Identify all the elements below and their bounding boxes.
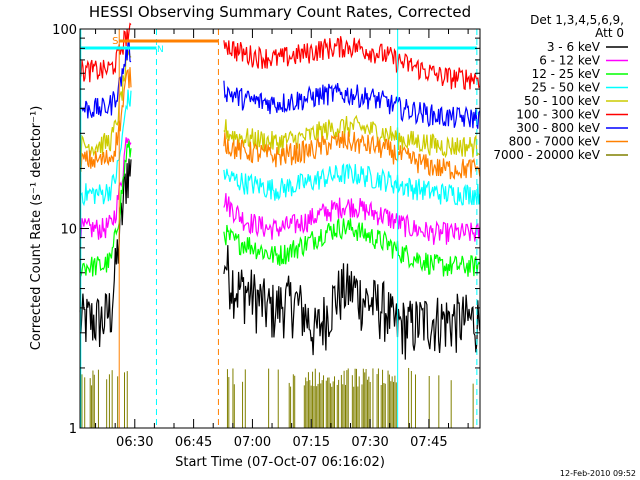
series-line <box>79 89 132 207</box>
legend-label: 3 - 6 keV <box>547 40 601 54</box>
plot-area: S N 1 10 100 06:30 06:45 07:00 07:15 07:30 07:45 <box>52 22 481 450</box>
series-line <box>223 193 481 245</box>
legend-header: Det 1,3,4,5,6,9, <box>530 13 624 27</box>
legend-label: 7000 - 20000 keV <box>493 148 600 162</box>
legend-label: 100 - 300 keV <box>516 108 600 122</box>
x-axis-label: Start Time (07-Oct-07 06:16:02) <box>175 455 385 470</box>
series-12-25-kev <box>79 140 481 277</box>
marker-label-n: N <box>157 45 164 55</box>
series-300-800-kev <box>79 40 481 129</box>
y-tick-label: 100 <box>52 23 77 38</box>
series-line <box>79 158 132 348</box>
x-tick-label: 07:30 <box>351 435 388 450</box>
y-axis-label: Corrected Count Rate (s⁻¹ detector⁻¹) <box>29 106 44 351</box>
series-line <box>79 22 132 83</box>
series-line <box>223 80 481 129</box>
series-100-300-kev <box>79 22 481 91</box>
series-25-50-kev <box>79 89 481 207</box>
marker-label-s: S <box>112 36 118 47</box>
legend-label: 50 - 100 keV <box>524 94 601 108</box>
x-tick-label: 06:45 <box>175 435 212 450</box>
series-line <box>223 36 481 91</box>
series-line <box>223 130 481 180</box>
legend-label: 25 - 50 keV <box>532 81 601 95</box>
chart-title: HESSI Observing Summary Count Rates, Cor… <box>89 3 471 21</box>
y-tick-label: 1 <box>69 422 77 437</box>
series-50-100-kev <box>79 49 480 159</box>
series-line <box>79 140 132 277</box>
series-7000-20000-kev <box>81 367 474 428</box>
y-tick-label: 10 <box>60 223 77 238</box>
legend-header: Att 0 <box>595 26 624 40</box>
series-line <box>79 67 132 172</box>
legend-label: 12 - 25 keV <box>532 67 601 81</box>
series-line <box>223 245 481 360</box>
footer-date: 12-Feb-2010 09:52 <box>560 469 636 478</box>
legend-label: 6 - 12 keV <box>539 54 601 68</box>
series-line <box>223 114 480 159</box>
series-800-7000-kev <box>79 67 481 180</box>
x-tick-label: 07:45 <box>410 435 447 450</box>
series-line <box>223 218 481 277</box>
legend-label: 800 - 7000 keV <box>509 135 601 149</box>
series-3-6-kev <box>79 158 481 360</box>
series-line <box>79 40 132 119</box>
x-tick-label: 06:30 <box>116 435 153 450</box>
series-line <box>223 162 481 206</box>
x-tick-label: 07:00 <box>234 435 271 450</box>
series-line <box>79 49 132 158</box>
legend-label: 300 - 800 keV <box>516 121 600 135</box>
x-tick-label: 07:15 <box>293 435 330 450</box>
